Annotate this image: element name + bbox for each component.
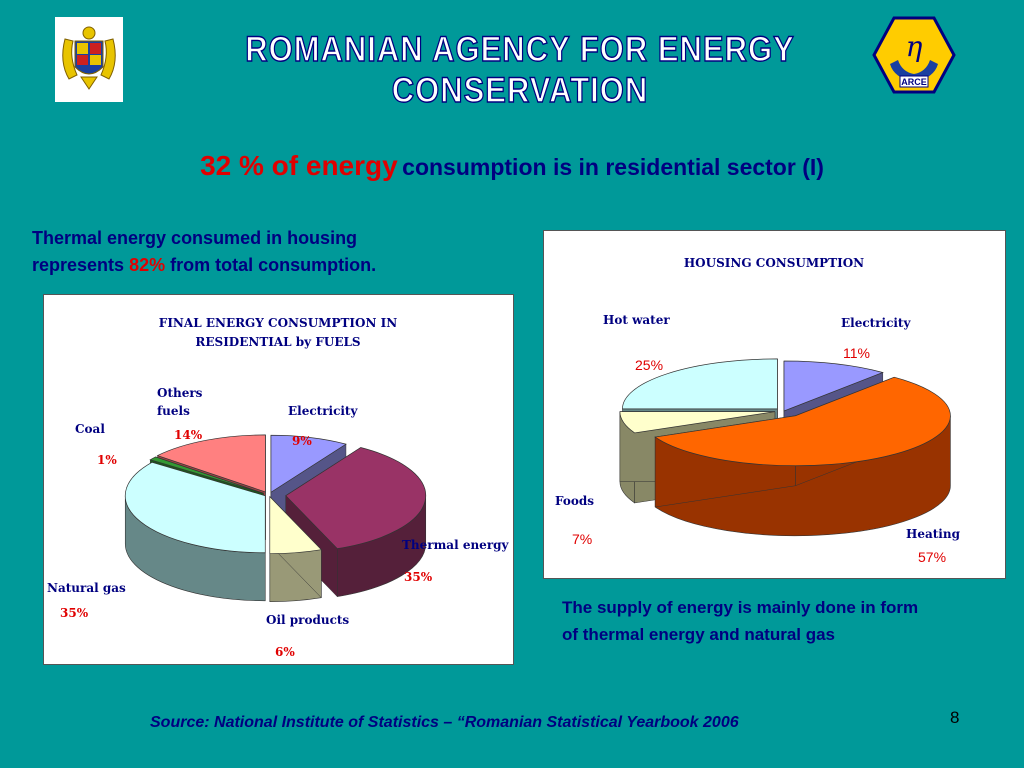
supply-line-1: The supply of energy is mainly done in f… [562,598,919,617]
source-note: Source: National Institute of Statistics… [150,714,739,731]
fuel-chart-title-2: RESIDENTIAL by FUELS [195,335,360,349]
fuel-label-coal-0: Coal [75,422,105,436]
slide-title: 32 % of energy consumption is in residen… [0,150,1024,182]
thermal-post: from total consumption. [165,255,377,275]
agency-title: ROMANIAN AGENCY FOR ENERGY CONSERVATION [245,28,795,111]
fuel-value-electricity: 9% [292,434,312,448]
supply-line-2: of thermal energy and natural gas [562,625,836,644]
fuel-slice-thermal-energy [285,447,427,550]
supply-note: The supply of energy is mainly done in f… [562,594,1012,648]
fuel-value-coal: 1% [97,453,117,467]
fuel-label-others-fuels-0: Others [157,386,203,400]
title-highlight: 32 % of energy [200,150,398,181]
thermal-note: Thermal energy consumed in housing repre… [32,225,512,279]
thermal-line-1: Thermal energy consumed in housing [32,228,358,248]
housing-label-electricity-0: Electricity [841,316,911,330]
housing-value-electricity: 11% [843,345,870,361]
fuel-slice-coal [149,456,264,494]
fuel-slice-natural-gas [124,461,266,554]
fuel-label-oil-products-0: Oil products [266,613,349,627]
fuel-slice-oil-products [269,495,323,555]
title-rest: consumption is in residential sector (I) [402,154,824,180]
fuel-label-natural-gas-0: Natural gas [47,581,126,595]
housing-value-hot-water: 25% [635,357,663,373]
fuel-slice-electricity [270,434,347,493]
housing-label-hot-water-0: Hot water [603,313,670,327]
housing-slice-foods [619,411,775,434]
fuel-chart-title-1: FINAL ENERGY CONSUMPTION IN [159,316,397,330]
housing-slice-hot-water [622,358,778,410]
fuel-label-thermal-energy-0: Thermal energy [402,538,510,552]
fuel-value-others-fuels: 14% [174,428,203,442]
fuel-label-others-fuels-1: fuels [157,404,190,418]
housing-slice-heating [654,376,951,467]
housing-consumption-chart: HOUSING CONSUMPTION Electricity 11% Heating… [543,230,1006,579]
arce-logo: η ARCE [872,16,956,94]
housing-label-heating-0: Heating [906,527,961,541]
fuel-slice-others-fuels [156,434,266,493]
fuel-label-electricity-0: Electricity [288,404,358,418]
housing-pie-svg: HOUSING CONSUMPTION Electricity 11% Heating… [555,256,961,565]
thermal-highlight: 82% [129,255,166,275]
fuel-value-natural-gas: 35% [60,606,89,620]
coat-of-arms-logo [55,17,123,102]
housing-value-foods: 7% [572,531,592,547]
housing-slice-electricity [783,360,884,412]
fuel-value-oil-products: 6% [275,645,295,659]
fuel-value-thermal-energy: 35% [404,570,433,584]
housing-chart-title: HOUSING CONSUMPTION [684,256,864,270]
arce-text: ARCE [901,77,927,87]
thermal-line-2: represents 82% from total consumption. [32,252,512,279]
thermal-pre: represents [32,255,130,275]
fuel-consumption-chart: FINAL ENERGY CONSUMPTION IN RESIDENTIAL b… [43,294,514,665]
housing-label-foods-0: Foods [555,494,594,508]
page-number: 8 [950,708,960,727]
housing-value-heating: 57% [918,549,946,565]
fuel-pie-svg: FINAL ENERGY CONSUMPTION IN RESIDENTIAL b… [47,316,510,659]
eta-symbol: η [906,30,923,63]
